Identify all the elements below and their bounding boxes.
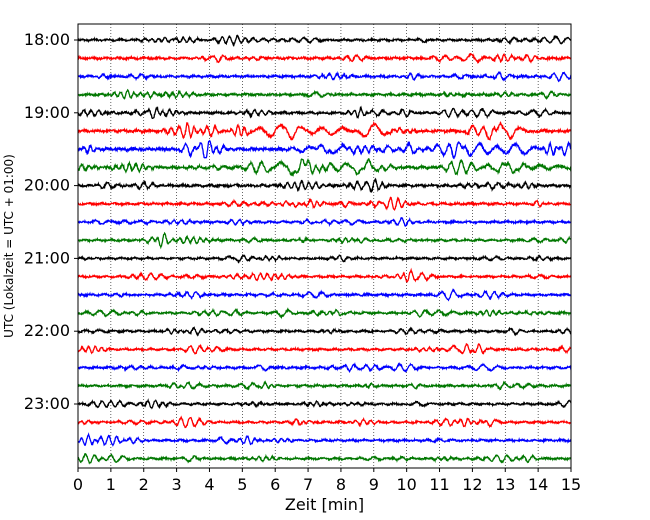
y-tick-label: 21:00 — [24, 248, 70, 267]
seismic-trace — [77, 120, 572, 141]
x-tick-label: 12 — [462, 475, 482, 494]
x-tick-label: 8 — [336, 475, 346, 494]
x-tick-label: 0 — [73, 475, 83, 494]
x-tick-label: 1 — [106, 475, 116, 494]
plot-frame — [77, 23, 572, 469]
x-tick-label: 2 — [139, 475, 149, 494]
vertical-grid — [110, 24, 539, 468]
seismic-trace — [77, 432, 572, 447]
seismic-traces — [77, 34, 572, 465]
x-tick-label: 11 — [429, 475, 449, 494]
x-tick-label: 7 — [303, 475, 313, 494]
seismic-trace — [77, 216, 572, 228]
seismic-trace — [77, 139, 572, 160]
y-tick-label: 20:00 — [24, 176, 70, 195]
seismic-trace — [77, 361, 572, 374]
seismic-trace — [77, 88, 572, 101]
y-tick-label: 19:00 — [24, 103, 70, 122]
seismic-trace — [77, 177, 572, 193]
x-tick-label: 15 — [561, 475, 581, 494]
seismic-trace — [77, 157, 572, 177]
y-tick-label: 23:00 — [24, 394, 70, 413]
seismic-trace — [77, 105, 572, 120]
seismic-trace — [77, 380, 572, 391]
seismic-trace — [77, 253, 572, 264]
y-axis-label: UTC (Lokalzeit = UTC + 01:00) — [2, 154, 16, 338]
y-axis-ticks: 18:00 19:00 20:00 21:00 22:00 23:00 — [24, 30, 78, 413]
seismic-trace — [77, 52, 572, 65]
seismic-trace — [77, 326, 572, 337]
y-tick-label: 18:00 — [24, 30, 70, 49]
x-tick-label: 4 — [204, 475, 214, 494]
seismic-trace — [77, 342, 572, 355]
x-tick-label: 13 — [495, 475, 515, 494]
x-tick-label: 5 — [237, 475, 247, 494]
seismic-trace — [77, 196, 572, 212]
x-tick-label: 3 — [172, 475, 182, 494]
seismic-trace — [77, 415, 572, 429]
seismic-trace — [77, 34, 572, 48]
x-tick-label: 10 — [396, 475, 416, 494]
x-tick-label: 9 — [369, 475, 379, 494]
seismic-trace — [77, 452, 572, 465]
seismic-trace — [77, 70, 572, 83]
x-axis-label: Zeit [min] — [285, 495, 364, 514]
seismic-trace — [77, 307, 572, 320]
seismic-trace — [77, 267, 572, 283]
x-tick-label: 6 — [270, 475, 280, 494]
x-axis-ticks: 0 1 2 3 4 5 6 7 8 9 10 11 12 13 14 15 — [73, 468, 581, 494]
seismic-trace — [77, 398, 572, 410]
seismic-trace — [77, 288, 572, 302]
seismic-trace — [77, 231, 572, 250]
y-tick-label: 22:00 — [24, 321, 70, 340]
x-tick-label: 14 — [528, 475, 548, 494]
